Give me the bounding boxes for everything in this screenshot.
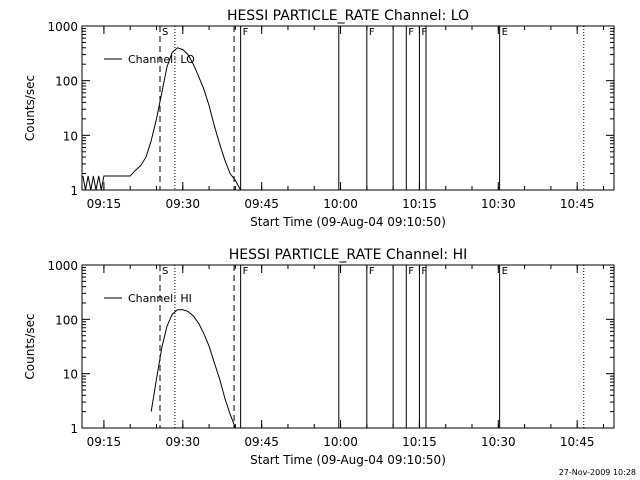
event-marker-label: F — [421, 27, 427, 38]
x-tick-label: 10:15 — [402, 435, 437, 449]
event-marker-label: E — [502, 27, 508, 38]
event-marker-label: E — [502, 266, 508, 277]
chart-panel-hi: HESSI PARTICLE_RATE Channel: HI Start Tim… — [23, 247, 615, 467]
event-marker-label: S — [162, 266, 168, 277]
event-marker-label: S — [162, 27, 168, 38]
plot-frame — [81, 264, 615, 429]
timestamp-stamp: 27-Nov-2009 10:28 — [559, 468, 636, 477]
x-tick-label: 10:00 — [323, 197, 358, 211]
x-tick-label: 10:30 — [481, 197, 516, 211]
x-tick-label: 10:45 — [560, 197, 595, 211]
event-marker-label: F — [408, 27, 414, 38]
x-tick-label: 09:15 — [87, 435, 122, 449]
y-tick-label: 10 — [63, 129, 78, 143]
x-axis-label: Start Time (09-Aug-04 09:10:50) — [250, 215, 446, 229]
x-tick-label: 10:45 — [560, 435, 595, 449]
event-marker-label: F — [369, 266, 375, 277]
event-marker-label: F — [421, 266, 427, 277]
y-tick-label: 100 — [55, 313, 78, 327]
y-tick-label: 10 — [63, 368, 78, 382]
x-tick-label: 09:30 — [165, 435, 200, 449]
event-marker-label: F — [369, 27, 375, 38]
y-tick-label: 1 — [70, 422, 78, 436]
chart-panel-lo: HESSI PARTICLE_RATE Channel: LO Start Tim… — [23, 8, 615, 229]
x-tick-label: 09:45 — [244, 197, 279, 211]
event-marker-label: F — [408, 266, 414, 277]
y-tick-label: 1000 — [47, 20, 78, 34]
x-tick-label: 09:30 — [165, 197, 200, 211]
legend-label: Channel: LO — [128, 53, 195, 66]
x-tick-label: 10:30 — [481, 435, 516, 449]
x-tick-label: 09:15 — [87, 197, 122, 211]
plot-frame — [81, 25, 615, 191]
chart-title: HESSI PARTICLE_RATE Channel: HI — [229, 247, 467, 263]
legend-label: Channel: HI — [128, 292, 192, 305]
x-tick-label: 10:15 — [402, 197, 437, 211]
y-tick-label: 1000 — [47, 259, 78, 273]
y-tick-label: 100 — [55, 75, 78, 89]
series-line — [82, 47, 242, 191]
y-tick-label: 1 — [70, 184, 78, 198]
event-marker-label: F — [243, 27, 249, 38]
x-tick-label: 10:00 — [323, 435, 358, 449]
chart-title: HESSI PARTICLE_RATE Channel: LO — [227, 8, 469, 24]
y-axis-label: Counts/sec — [23, 75, 37, 141]
x-tick-label: 09:45 — [244, 435, 279, 449]
series-line — [150, 309, 236, 429]
event-marker-label: F — [243, 266, 249, 277]
x-axis-label: Start Time (09-Aug-04 09:10:50) — [250, 453, 446, 467]
y-axis-label: Counts/sec — [23, 313, 37, 379]
